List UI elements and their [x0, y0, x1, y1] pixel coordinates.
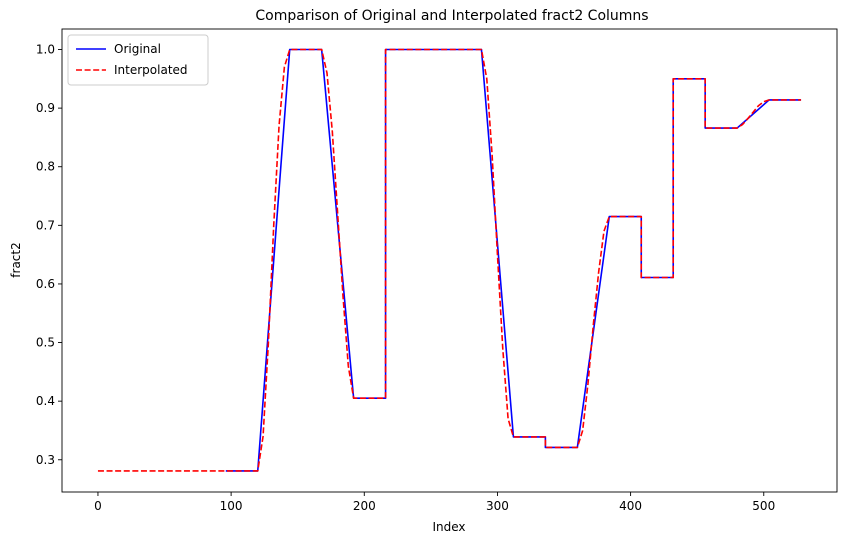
y-tick-label: 0.6	[36, 277, 55, 291]
x-axis-label: Index	[432, 520, 465, 534]
plot-frame	[61, 28, 838, 493]
x-tick-label: 300	[486, 499, 509, 513]
y-tick-label: 0.9	[36, 101, 55, 115]
chart-title: Comparison of Original and Interpolated …	[255, 8, 648, 24]
x-tick-label: 400	[619, 499, 642, 513]
plot-area	[97, 48, 802, 472]
x-tick-label: 500	[752, 499, 775, 513]
y-axis: 0.3 0.4 0.5 0.6 0.7 0.8 0.9 1.0	[36, 43, 62, 467]
x-axis: 0 100 200 300 400 500	[94, 492, 775, 513]
series-line-interpolated	[97, 48, 802, 472]
x-tick-label: 100	[220, 499, 243, 513]
legend: Original Interpolated	[67, 34, 209, 86]
x-tick-label: 0	[94, 499, 102, 513]
legend-label-original: Original	[114, 42, 161, 56]
y-tick-label: 1.0	[36, 43, 55, 57]
legend-label-interpolated: Interpolated	[114, 63, 188, 77]
y-tick-label: 0.5	[36, 336, 55, 350]
y-tick-label: 0.8	[36, 160, 55, 174]
y-tick-label: 0.7	[36, 218, 55, 232]
y-tick-label: 0.4	[36, 394, 55, 408]
y-tick-label: 0.3	[36, 453, 55, 467]
legend-box	[67, 34, 209, 86]
series-line-original	[225, 48, 802, 472]
x-tick-label: 200	[353, 499, 376, 513]
y-axis-label: fract2	[9, 242, 23, 277]
